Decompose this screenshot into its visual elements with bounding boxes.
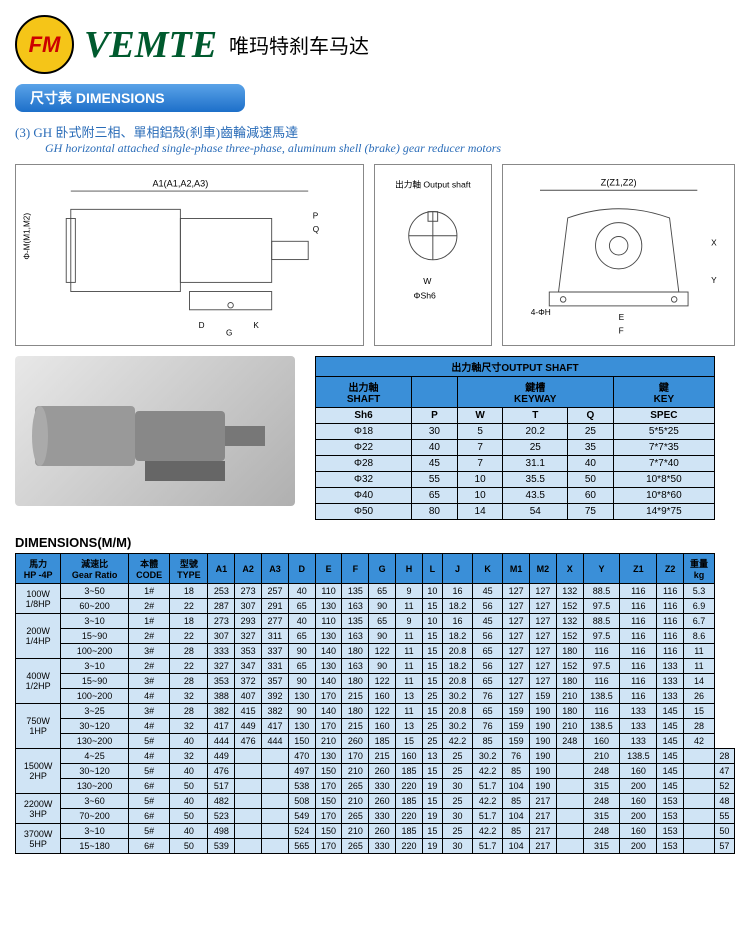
dims-header: Z1 — [620, 554, 657, 584]
dims-row: 30~1205#40476497150210260185152542.28519… — [16, 764, 735, 779]
svg-text:W: W — [423, 276, 432, 286]
product-number: (3) — [15, 125, 30, 140]
dims-header: G — [369, 554, 396, 584]
dims-row: 60~2002#222873072916513016390111518.2561… — [16, 599, 735, 614]
svg-text:E: E — [618, 312, 624, 322]
diagram-shaft-detail: 出力軸 Output shaft W ΦSh6 — [374, 164, 492, 346]
dims-header: J — [442, 554, 472, 584]
dims-header: L — [422, 554, 442, 584]
dims-row: 30~1204#32417449417130170215160132530.27… — [16, 719, 735, 734]
dims-row: 15~903#2835337235790140180122111520.8651… — [16, 674, 735, 689]
header: FM VEMTE 唯玛特刹车马达 — [15, 15, 735, 74]
dims-row: 100~2004#32388407392130170215160132530.2… — [16, 689, 735, 704]
dims-header: F — [342, 554, 369, 584]
dims-header: X — [556, 554, 583, 584]
diagram-label-z: Z(Z1,Z2) — [600, 178, 636, 188]
diagram-side-view: A1(A1,A2,A3) Φ-M(M1,M2) D K G P Q — [15, 164, 364, 346]
dimensions-table: 馬力HP -4P減速比Gear Ratio本體CODE型號TYPEA1A2A3D… — [15, 553, 735, 854]
product-title-cn: GH 卧式附三相、單相鋁殼(刹車)齒輪減速馬達 — [33, 125, 298, 140]
dims-header: A2 — [235, 554, 262, 584]
svg-text:Q: Q — [313, 225, 319, 234]
dims-header: M1 — [503, 554, 530, 584]
dims-row: 15~1806#50539565170265330220193051.71042… — [16, 839, 735, 854]
dims-header: D — [288, 554, 315, 584]
dims-row: 400W1/2HP3~102#2232734733165130163901115… — [16, 659, 735, 674]
dims-row: 2200W3HP3~605#40482508150210260185152542… — [16, 794, 735, 809]
product-title-en: GH horizontal attached single-phase thre… — [15, 141, 735, 156]
dims-row: 130~2006#50517538170265330220193051.7104… — [16, 779, 735, 794]
svg-text:ΦSh6: ΦSh6 — [414, 290, 436, 300]
dims-header: 型號TYPE — [170, 554, 208, 584]
dims-row: 3700W5HP3~105#40498524150210260185152542… — [16, 824, 735, 839]
dims-header: A3 — [262, 554, 289, 584]
dims-header: Y — [583, 554, 620, 584]
product-title-row: (3) GH 卧式附三相、單相鋁殼(刹車)齒輪減速馬達 GH horizonta… — [15, 122, 735, 156]
technical-diagrams: A1(A1,A2,A3) Φ-M(M1,M2) D K G P Q 出力軸 Ou… — [15, 164, 735, 346]
dims-row: 100W1/8HP3~501#1825327325740110135659101… — [16, 584, 735, 599]
diagram-label-output: 出力軸 Output shaft — [395, 179, 471, 190]
brand-subtitle: 唯玛特刹车马达 — [229, 30, 369, 59]
svg-text:4-ΦH: 4-ΦH — [530, 307, 550, 317]
dims-row: 130~2005#40444476444150210260185152542.2… — [16, 734, 735, 749]
dims-header: 本體CODE — [128, 554, 169, 584]
dims-header: A1 — [208, 554, 235, 584]
dims-row: 15~902#223073273116513016390111518.25612… — [16, 629, 735, 644]
dims-row: 1500W2HP4~254#32449470130170215160132530… — [16, 749, 735, 764]
product-photo — [15, 356, 295, 506]
dimensions-title: DIMENSIONS(M/M) — [15, 535, 735, 550]
dims-row: 70~2006#50523549170265330220193051.71042… — [16, 809, 735, 824]
dims-row: 750W1HP3~253#283824153829014018012211152… — [16, 704, 735, 719]
svg-text:G: G — [226, 328, 232, 337]
dims-header: H — [396, 554, 423, 584]
logo-icon: FM — [15, 15, 74, 74]
dims-header: Z2 — [657, 554, 684, 584]
diagram-front-view: Z(Z1,Z2) 4-ΦH E F X Y — [502, 164, 735, 346]
svg-text:K: K — [253, 321, 259, 330]
dims-header: K — [473, 554, 503, 584]
dims-header: 馬力HP -4P — [16, 554, 61, 584]
dims-row: 100~2003#2833335333790140180122111520.86… — [16, 644, 735, 659]
diagram-label-m: Φ-M(M1,M2) — [23, 213, 32, 260]
diagram-label-a1: A1(A1,A2,A3) — [152, 179, 208, 189]
section-title-bar: 尺寸表 DIMENSIONS — [15, 84, 245, 112]
svg-text:Y: Y — [711, 275, 717, 285]
dims-header: 重量kg — [684, 554, 715, 584]
svg-text:X: X — [711, 238, 717, 248]
brand-name: VEMTE — [84, 23, 217, 67]
output-shaft-table: 出力軸尺寸OUTPUT SHAFT 出力軸SHAFT 鍵槽KEYWAY 鍵KEY… — [315, 356, 715, 520]
svg-text:F: F — [618, 326, 623, 336]
shaft-table-title: 出力軸尺寸OUTPUT SHAFT — [316, 357, 715, 377]
svg-text:P: P — [313, 211, 319, 220]
dims-row: 200W1/4HP3~101#1827329327740110135659101… — [16, 614, 735, 629]
dims-header: M2 — [530, 554, 557, 584]
dims-header: E — [315, 554, 342, 584]
dims-header: 減速比Gear Ratio — [61, 554, 129, 584]
svg-text:D: D — [199, 321, 205, 330]
